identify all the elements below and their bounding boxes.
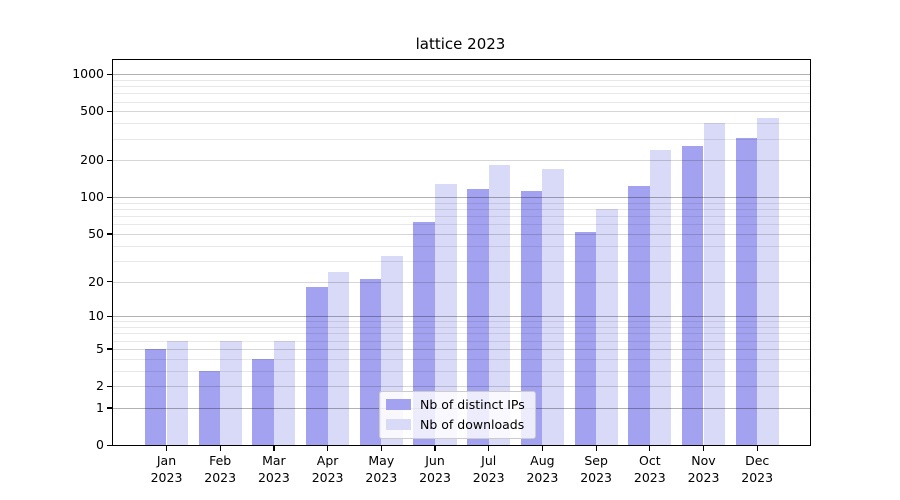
legend-item-downloads: Nb of downloads <box>386 417 525 432</box>
bar-ips-sep <box>574 231 597 445</box>
x-tick-label-oct: Oct 2023 <box>633 453 666 485</box>
x-tick-mark-nov <box>702 446 705 451</box>
y-tick-label-50: 50 <box>88 225 104 241</box>
x-tick-label-aug: Aug 2023 <box>526 453 559 485</box>
bar-downloads-aug <box>542 168 564 445</box>
legend-label-downloads: Nb of downloads <box>420 417 525 432</box>
bar-downloads-apr <box>327 272 350 445</box>
x-tick-mark-may <box>380 446 382 451</box>
x-tick-label-jun: Jun 2023 <box>419 453 451 485</box>
legend-item-distinct-ips: Nb of distinct IPs <box>386 397 525 412</box>
y-tick-label-0: 0 <box>96 437 104 452</box>
x-tick-label-mar: Mar 2023 <box>257 453 290 485</box>
x-tick-label-sep: Sep 2023 <box>580 453 612 485</box>
x-tick-mark-jul <box>488 446 490 451</box>
y-tick-mark-20 <box>107 281 112 283</box>
bar-downloads-feb <box>220 340 242 445</box>
x-tick-mark-feb <box>219 446 221 451</box>
bar-ips-nov <box>681 146 704 445</box>
x-tick-mark-jun <box>434 446 436 451</box>
x-tick-mark-dec <box>756 446 758 451</box>
x-tick-label-jul: Jul 2023 <box>472 453 505 485</box>
y-tick-mark-100 <box>107 196 112 198</box>
y-tick-label-5: 5 <box>96 340 104 356</box>
y-tick-mark-10 <box>107 315 112 318</box>
bar-ips-apr <box>306 286 328 445</box>
bar-ips-aug <box>520 191 543 445</box>
y-tick-label-200: 200 <box>80 152 104 168</box>
bar-downloads-jan <box>166 340 189 445</box>
y-tick-label-20: 20 <box>88 273 104 289</box>
y-tick-mark-200 <box>107 159 112 162</box>
x-tick-mark-apr <box>327 446 329 451</box>
bar-downloads-nov <box>703 123 726 445</box>
y-tick-mark-500 <box>107 110 112 112</box>
y-tick-mark-0 <box>107 444 112 446</box>
bar-downloads-dec <box>757 117 779 445</box>
bar-downloads-jun <box>435 184 457 445</box>
legend: Nb of distinct IPs Nb of downloads <box>379 391 536 439</box>
y-tick-mark-50 <box>107 233 112 235</box>
bar-ips-mar <box>252 358 274 445</box>
y-tick-mark-1000 <box>107 73 112 75</box>
y-tick-mark-2 <box>107 385 112 387</box>
legend-label-distinct-ips: Nb of distinct IPs <box>420 397 525 412</box>
bar-downloads-oct <box>649 150 672 445</box>
y-tick-mark-1 <box>107 407 112 409</box>
x-tick-label-jan: Jan 2023 <box>150 453 183 485</box>
bar-downloads-jul <box>488 164 511 445</box>
x-tick-label-apr: Apr 2023 <box>311 453 344 485</box>
y-tick-label-2: 2 <box>96 378 104 393</box>
y-tick-label-1: 1 <box>96 399 104 415</box>
x-tick-mark-sep <box>595 446 597 451</box>
chart-title: lattice 2023 <box>415 35 506 53</box>
y-tick-label-1000: 1000 <box>72 66 104 82</box>
bar-ips-dec <box>735 138 758 445</box>
legend-swatch-downloads <box>386 419 411 430</box>
plot-area: Nb of distinct IPs Nb of downloads <box>112 59 811 446</box>
bar-ips-may <box>359 279 382 445</box>
bar-ips-jan <box>144 348 167 445</box>
y-tick-label-500: 500 <box>80 103 104 119</box>
legend-swatch-distinct-ips <box>386 399 411 410</box>
x-tick-mark-oct <box>649 446 651 451</box>
x-tick-mark-jan <box>165 446 168 451</box>
y-tick-label-10: 10 <box>88 308 104 324</box>
y-tick-label-100: 100 <box>80 189 104 205</box>
bar-ips-jun <box>413 221 435 445</box>
bar-ips-oct <box>628 186 650 445</box>
x-tick-label-nov: Nov 2023 <box>687 453 720 485</box>
x-tick-label-dec: Dec 2023 <box>741 453 774 485</box>
bar-downloads-mar <box>273 340 296 445</box>
bar-downloads-sep <box>596 209 618 445</box>
bar-ips-feb <box>198 370 221 445</box>
bar-ips-jul <box>467 188 489 445</box>
x-tick-mark-aug <box>541 446 544 451</box>
x-tick-mark-mar <box>273 446 275 451</box>
y-tick-mark-5 <box>107 348 112 350</box>
x-tick-label-may: May 2023 <box>365 453 398 485</box>
x-tick-label-feb: Feb 2023 <box>204 453 237 485</box>
bars-layer <box>113 60 810 445</box>
